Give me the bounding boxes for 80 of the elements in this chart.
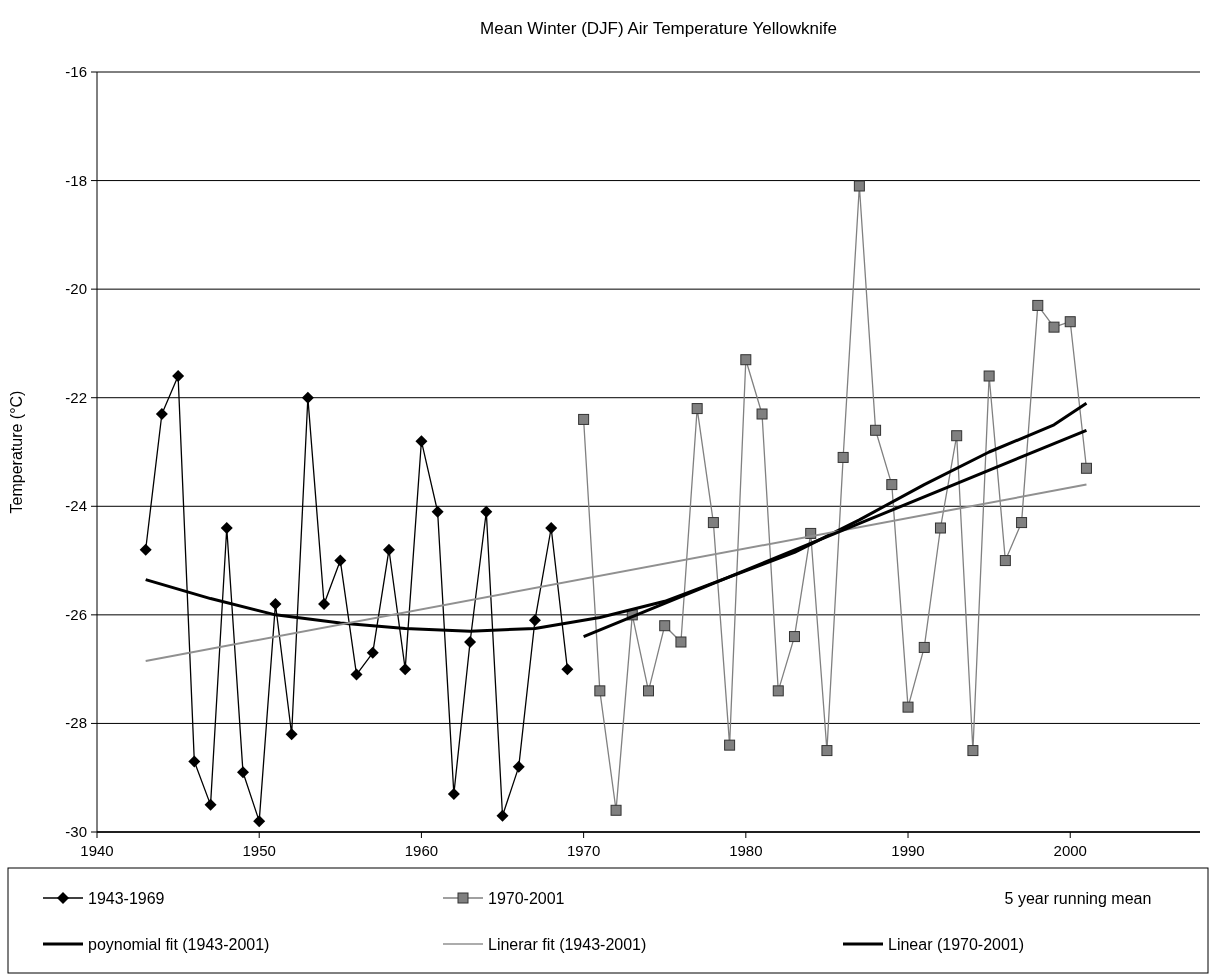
point xyxy=(756,408,768,420)
x-tick-label: 1960 xyxy=(404,842,439,859)
point xyxy=(740,354,752,366)
point xyxy=(301,391,314,404)
point xyxy=(643,685,654,697)
point xyxy=(318,598,331,610)
point xyxy=(772,685,784,697)
point xyxy=(545,522,558,534)
point xyxy=(1048,321,1060,333)
point xyxy=(496,809,509,822)
point xyxy=(285,728,298,741)
point xyxy=(269,598,282,610)
point xyxy=(724,739,736,751)
point xyxy=(594,685,606,697)
point xyxy=(675,636,687,648)
point xyxy=(918,641,930,653)
point xyxy=(610,804,622,816)
point xyxy=(934,522,946,534)
x-tick-label: 1950 xyxy=(242,842,276,859)
legend-label: 1970-2001 xyxy=(488,890,565,907)
point xyxy=(139,543,152,556)
point xyxy=(821,745,833,757)
y-tick-label: -30 xyxy=(65,823,87,840)
point xyxy=(236,766,249,779)
y-tick-label: -28 xyxy=(65,714,87,732)
point xyxy=(447,788,460,800)
y-tick-label: -16 xyxy=(65,63,87,80)
x-tick-label: 2000 xyxy=(1053,842,1087,859)
point xyxy=(691,403,703,415)
legend-label: Linear (1970-2001) xyxy=(888,936,1025,953)
point xyxy=(788,631,800,643)
point xyxy=(951,430,963,442)
point xyxy=(464,636,477,648)
point xyxy=(837,451,849,463)
point xyxy=(350,668,363,681)
y-tick-label: -26 xyxy=(65,605,87,623)
point xyxy=(561,663,574,676)
point xyxy=(1016,517,1028,529)
point xyxy=(253,815,266,828)
point xyxy=(707,517,719,529)
legend-label: poynomial fit (1943-2001) xyxy=(88,936,270,953)
legend-label: 1943-1969 xyxy=(88,890,165,907)
text: 5 year running mean xyxy=(1004,890,1152,907)
point xyxy=(967,745,979,757)
point xyxy=(155,408,168,420)
point xyxy=(382,543,395,556)
point xyxy=(366,646,379,659)
chart-title: Mean Winter (DJF) Air Temperature Yellowknife xyxy=(480,19,837,38)
legend-label: Linerar fit (1943-2001) xyxy=(488,936,647,953)
point xyxy=(659,620,671,632)
point xyxy=(1080,462,1092,474)
point xyxy=(399,663,412,676)
point xyxy=(480,505,493,518)
point xyxy=(431,505,444,518)
x-tick-label: 1990 xyxy=(891,842,925,859)
point xyxy=(334,554,347,567)
point xyxy=(853,180,865,192)
point xyxy=(578,413,590,425)
y-tick-label: -20 xyxy=(65,280,87,298)
y-tick-label: -18 xyxy=(65,171,87,189)
y-tick-label: -22 xyxy=(65,388,87,406)
point xyxy=(204,798,217,811)
point xyxy=(220,522,233,534)
point xyxy=(886,479,898,491)
y-axis-title: Temperature (°C) xyxy=(8,390,25,514)
point xyxy=(528,614,541,627)
x-tick-label: 1970 xyxy=(566,842,601,859)
point xyxy=(172,370,185,382)
y-tick-label: -24 xyxy=(65,497,87,515)
point xyxy=(870,424,882,436)
point xyxy=(188,755,201,768)
point xyxy=(902,701,914,713)
x-tick-label: 1940 xyxy=(80,842,114,859)
point xyxy=(999,555,1011,567)
point xyxy=(1032,299,1044,311)
point xyxy=(512,760,525,773)
x-tick-label: 1980 xyxy=(729,842,763,859)
point xyxy=(1064,316,1076,328)
point xyxy=(415,435,428,448)
point xyxy=(983,370,995,382)
